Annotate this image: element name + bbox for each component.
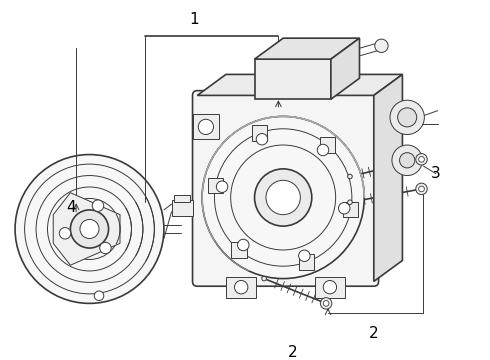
Bar: [208, 178, 223, 193]
Circle shape: [418, 157, 424, 162]
Circle shape: [416, 154, 427, 165]
Bar: [226, 277, 256, 298]
Bar: [299, 255, 314, 270]
Circle shape: [399, 153, 415, 168]
Circle shape: [254, 169, 312, 226]
Circle shape: [348, 174, 352, 179]
Circle shape: [15, 154, 164, 303]
Circle shape: [262, 276, 267, 281]
Polygon shape: [197, 75, 402, 95]
Circle shape: [416, 183, 427, 195]
Bar: [315, 277, 345, 298]
Circle shape: [375, 39, 388, 53]
Bar: [343, 202, 359, 217]
Bar: [231, 243, 246, 258]
Circle shape: [217, 181, 228, 193]
Circle shape: [390, 100, 424, 135]
Bar: [174, 195, 190, 202]
Polygon shape: [374, 75, 402, 282]
Circle shape: [238, 239, 249, 251]
Circle shape: [71, 210, 109, 248]
Bar: [193, 114, 219, 139]
Circle shape: [59, 228, 71, 239]
Text: 3: 3: [431, 166, 441, 181]
Circle shape: [323, 301, 329, 306]
Circle shape: [348, 200, 352, 204]
Circle shape: [235, 280, 248, 294]
Circle shape: [398, 108, 416, 127]
Circle shape: [392, 145, 422, 176]
FancyBboxPatch shape: [193, 91, 379, 286]
Bar: [252, 125, 268, 140]
Circle shape: [94, 291, 104, 301]
Text: 2: 2: [369, 326, 379, 341]
Circle shape: [80, 220, 99, 239]
Circle shape: [266, 180, 300, 215]
Polygon shape: [53, 193, 120, 265]
Text: 1: 1: [190, 12, 199, 27]
Circle shape: [92, 200, 104, 211]
Text: 4: 4: [67, 201, 76, 216]
Circle shape: [339, 203, 350, 214]
Polygon shape: [254, 38, 360, 59]
Bar: [254, 59, 331, 99]
Text: 2: 2: [288, 345, 297, 360]
Circle shape: [202, 116, 364, 279]
Bar: [319, 137, 335, 153]
Circle shape: [323, 280, 337, 294]
Circle shape: [198, 119, 214, 135]
Circle shape: [99, 242, 111, 254]
Circle shape: [318, 144, 329, 156]
Circle shape: [298, 250, 310, 261]
Polygon shape: [331, 38, 360, 99]
Circle shape: [256, 134, 268, 145]
Bar: [172, 201, 193, 216]
Circle shape: [418, 186, 424, 192]
Circle shape: [320, 298, 332, 309]
